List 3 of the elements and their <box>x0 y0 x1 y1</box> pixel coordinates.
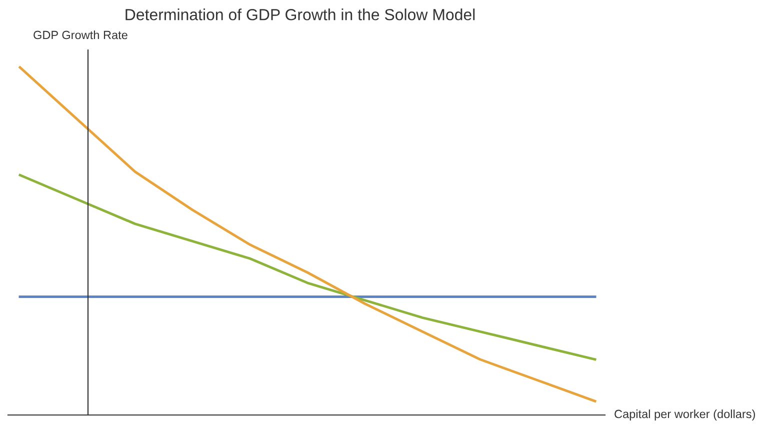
x-axis-title: Capital per worker (dollars) <box>614 409 755 421</box>
y-axis-title: GDP Growth Rate <box>34 30 128 40</box>
chart-title: Determination of GDP Growth in the Solow Model <box>126 8 475 20</box>
